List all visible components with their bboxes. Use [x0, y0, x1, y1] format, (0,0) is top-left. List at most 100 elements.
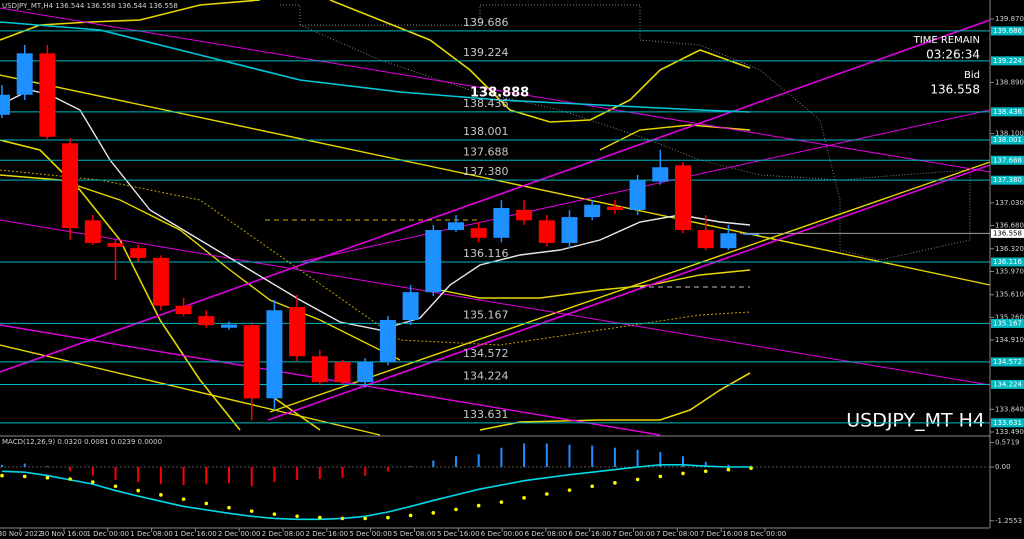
candle-body	[107, 242, 124, 247]
candle-body	[39, 53, 56, 137]
candle-body	[266, 310, 283, 399]
signal-dot	[22, 474, 27, 479]
level-label: 138.001	[463, 125, 509, 138]
signal-dot	[658, 474, 663, 479]
moving-average	[0, 21, 751, 113]
candle-body	[516, 209, 533, 221]
signal-dot	[249, 509, 254, 513]
bid-label: Bid	[964, 70, 980, 81]
candle-body	[289, 307, 306, 357]
y-tick-label: 133.840	[995, 405, 1024, 413]
histogram-bar	[205, 467, 208, 485]
level-axis-box	[991, 175, 1024, 185]
signal-dot	[159, 493, 163, 497]
candle-body	[425, 230, 442, 293]
bid-axis-label: 136.558	[993, 229, 1022, 237]
signal-dot	[386, 515, 390, 520]
histogram-bar	[341, 467, 344, 478]
signal-dot	[590, 484, 594, 489]
histogram-bar	[613, 447, 616, 467]
level-axis-label: 133.631	[993, 419, 1022, 427]
x-tick-label: 7 Dec 00:00	[612, 530, 655, 538]
level-label: 137.380	[463, 165, 509, 178]
y-tick-label: -1.2553	[995, 517, 1022, 525]
signal-dot	[703, 469, 708, 474]
signal-dot	[408, 513, 413, 518]
signal-dot	[545, 492, 549, 496]
level-axis-box	[991, 357, 1024, 367]
level-label: 136.116	[463, 247, 509, 260]
candle-body	[743, 233, 760, 235]
signal-dot	[295, 514, 299, 519]
candle-body	[62, 143, 79, 229]
level-label: 138.436	[463, 97, 509, 110]
x-tick-label: 1 Dec 08:00	[130, 530, 173, 538]
candle-body	[606, 206, 623, 210]
level-axis-label: 135.167	[993, 319, 1022, 327]
signal-dot	[499, 500, 504, 504]
candle-body	[584, 204, 601, 218]
y-tick-label: 0.5719	[995, 438, 1020, 446]
signal-dot	[476, 503, 481, 508]
level-axis-label: 134.572	[993, 358, 1022, 366]
cloud-line	[280, 4, 971, 261]
signal-dot	[68, 477, 72, 481]
level-label: 139.686	[463, 16, 509, 29]
histogram-bar	[386, 467, 389, 472]
level-axis-label: 139.686	[993, 27, 1022, 35]
trendline	[269, 161, 991, 413]
candle-body	[720, 233, 737, 249]
level-axis-label: 138.436	[993, 108, 1022, 116]
candle-body	[379, 319, 396, 363]
histogram-bar	[318, 467, 321, 479]
signal-dot	[113, 484, 118, 489]
histogram-bar	[636, 449, 639, 467]
signal-dot	[45, 475, 50, 480]
signal-dot	[136, 488, 140, 493]
bid-value: 136.558	[930, 83, 980, 97]
x-tick-label: 7 Dec 16:00	[700, 530, 743, 538]
level-axis-label: 136.116	[993, 258, 1022, 266]
y-tick-label: 135.260	[995, 313, 1024, 321]
candle-body	[84, 220, 101, 243]
candle-body	[697, 230, 714, 249]
histogram-bar	[591, 445, 594, 467]
band-mid	[0, 174, 401, 361]
y-tick-label: 133.490	[995, 428, 1024, 436]
histogram-bar	[704, 461, 707, 467]
level-axis-box	[991, 56, 1024, 66]
histogram-bar	[114, 467, 117, 480]
x-tick-label: 7 Dec 08:00	[656, 530, 699, 538]
y-tick-label: 136.680	[995, 221, 1024, 229]
level-axis-box	[991, 26, 1024, 36]
histogram-bar	[182, 467, 185, 485]
x-tick-label: 5 Dec 00:00	[349, 530, 392, 538]
histogram-bar	[432, 460, 435, 467]
signal-dot	[0, 473, 4, 478]
signal-dot	[749, 466, 753, 471]
candle-body	[448, 222, 464, 231]
x-tick-label: 1 Dec 00:00	[86, 530, 129, 538]
signal-dot	[181, 497, 186, 501]
histogram-bar	[727, 464, 730, 467]
band-upper	[329, 0, 751, 123]
x-tick-label: 6 Dec 16:00	[568, 530, 611, 538]
level-label: 135.167	[463, 308, 509, 321]
level-axis-box	[991, 418, 1024, 428]
candle-body	[198, 316, 215, 326]
histogram-bar	[296, 467, 299, 480]
chart-header: USDJPY_MT,H4 136.544 136.558 136.544 136…	[2, 2, 178, 10]
channel-line	[0, 19, 991, 373]
x-tick-label: 5 Dec 16:00	[437, 530, 480, 538]
candle-body	[16, 53, 33, 95]
level-axis-label: 139.224	[993, 57, 1022, 65]
signal-dot	[204, 501, 209, 506]
y-tick-label: 0.00	[995, 463, 1011, 471]
x-tick-label: 2 Dec 00:00	[218, 530, 261, 538]
signal-dot	[681, 471, 685, 476]
level-axis-box	[991, 257, 1024, 267]
candle-body	[152, 257, 169, 306]
level-axis-box	[991, 107, 1024, 117]
y-tick-label: 139.870	[995, 15, 1024, 23]
